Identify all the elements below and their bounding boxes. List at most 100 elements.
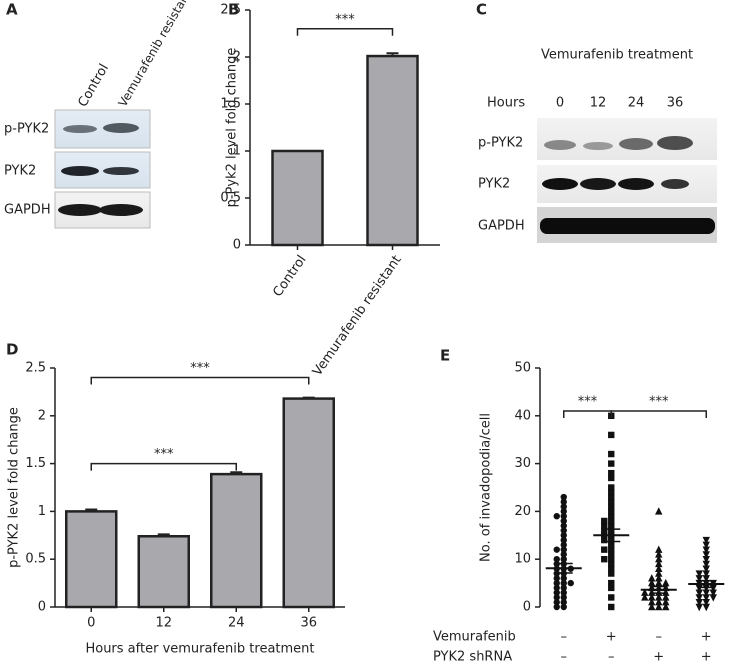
- point: [608, 460, 615, 467]
- y-tick-label: 1: [38, 504, 46, 519]
- condition-sign: +: [606, 630, 617, 645]
- condition-sign: –: [656, 630, 663, 645]
- band: [103, 167, 139, 175]
- point: [641, 588, 649, 596]
- point: [601, 536, 608, 544]
- point: [601, 517, 608, 525]
- point: [702, 599, 710, 607]
- point: [608, 584, 615, 592]
- y-tick-label: 0: [38, 600, 46, 615]
- point: [560, 599, 567, 606]
- sem-bar: [554, 562, 573, 574]
- point: [560, 584, 567, 592]
- blot-a: p-PYK2 PYK2 GAPDH Control Vemurafenib re…: [4, 0, 194, 229]
- band: [657, 136, 693, 150]
- point: [702, 536, 710, 545]
- point: [662, 593, 670, 601]
- y-tick-label: 1.5: [220, 97, 241, 112]
- point: [560, 575, 567, 582]
- annotation: ***: [190, 361, 210, 376]
- band: [661, 179, 689, 189]
- y-tick-label: 40: [514, 408, 531, 423]
- point: [702, 594, 710, 602]
- row-label: p-PYK2: [4, 122, 49, 137]
- point: [702, 556, 710, 564]
- sem-bar: [649, 585, 668, 594]
- error-bar: [302, 396, 315, 399]
- error-bar: [85, 508, 98, 512]
- bar: [137, 535, 190, 609]
- point: [608, 503, 615, 510]
- point: [553, 589, 560, 596]
- point: [648, 588, 656, 596]
- annotation: ***: [649, 395, 669, 410]
- point: [601, 546, 608, 553]
- point: [608, 508, 615, 515]
- bar: [210, 472, 263, 609]
- point: [709, 584, 717, 593]
- point: [608, 541, 615, 549]
- x-tick-label: 36: [300, 616, 317, 631]
- point: [655, 602, 663, 611]
- x-axis-title: Hours after vemurafenib treatment: [85, 642, 314, 657]
- point: [702, 546, 710, 554]
- point: [553, 584, 560, 592]
- point: [655, 545, 663, 553]
- y-tick-label: 2: [38, 408, 46, 423]
- band: [58, 204, 102, 216]
- condition-sign: +: [701, 630, 712, 645]
- band: [99, 204, 143, 216]
- point: [560, 522, 567, 529]
- panel-label: C: [476, 1, 487, 19]
- point: [655, 564, 663, 572]
- x-tick-label: 0: [87, 616, 95, 631]
- point: [695, 603, 703, 612]
- point: [608, 522, 615, 529]
- x-tick-label: 12: [155, 616, 172, 631]
- blot-c: Vemurafenib treatment Hours 0 12 24 36 p…: [478, 48, 717, 243]
- point: [553, 594, 560, 601]
- point: [608, 489, 615, 496]
- y-tick-label: 30: [514, 456, 531, 471]
- condition-name: PYK2 shRNA: [433, 650, 512, 665]
- point: [648, 602, 656, 611]
- point: [560, 517, 567, 525]
- row-label: GAPDH: [478, 219, 525, 234]
- point: [560, 551, 567, 558]
- y-tick-label: 0: [523, 600, 531, 615]
- significance-bracket: [296, 28, 394, 36]
- band: [618, 178, 654, 190]
- lane-label: 36: [667, 96, 684, 111]
- panel-label: A: [6, 1, 18, 19]
- point: [560, 503, 567, 510]
- point: [560, 589, 567, 596]
- point: [608, 594, 615, 601]
- annotation: ***: [578, 395, 598, 410]
- error-bar: [230, 471, 243, 475]
- point: [601, 556, 608, 563]
- point: [601, 527, 608, 534]
- y-axis-title: p-Pyk2 level fold change: [225, 48, 240, 208]
- point: [648, 593, 656, 601]
- bar: [366, 54, 419, 247]
- point: [662, 578, 670, 587]
- point: [553, 512, 560, 520]
- hours-label: Hours: [487, 96, 525, 111]
- point: [608, 603, 615, 611]
- lane-label: 24: [628, 96, 645, 111]
- point: [655, 550, 663, 558]
- condition-name: Vemurafenib: [433, 630, 516, 645]
- sem-bar: [697, 579, 716, 589]
- point: [601, 522, 608, 529]
- condition-sign: –: [561, 650, 568, 665]
- x-tick-label: Vemurafenib resistant: [310, 253, 405, 379]
- point: [608, 493, 615, 501]
- point: [560, 594, 567, 601]
- point: [560, 512, 567, 520]
- band: [580, 178, 616, 190]
- point: [608, 469, 615, 477]
- point: [648, 598, 656, 606]
- condition-sign: –: [561, 630, 568, 645]
- point: [662, 588, 670, 596]
- point: [560, 498, 567, 506]
